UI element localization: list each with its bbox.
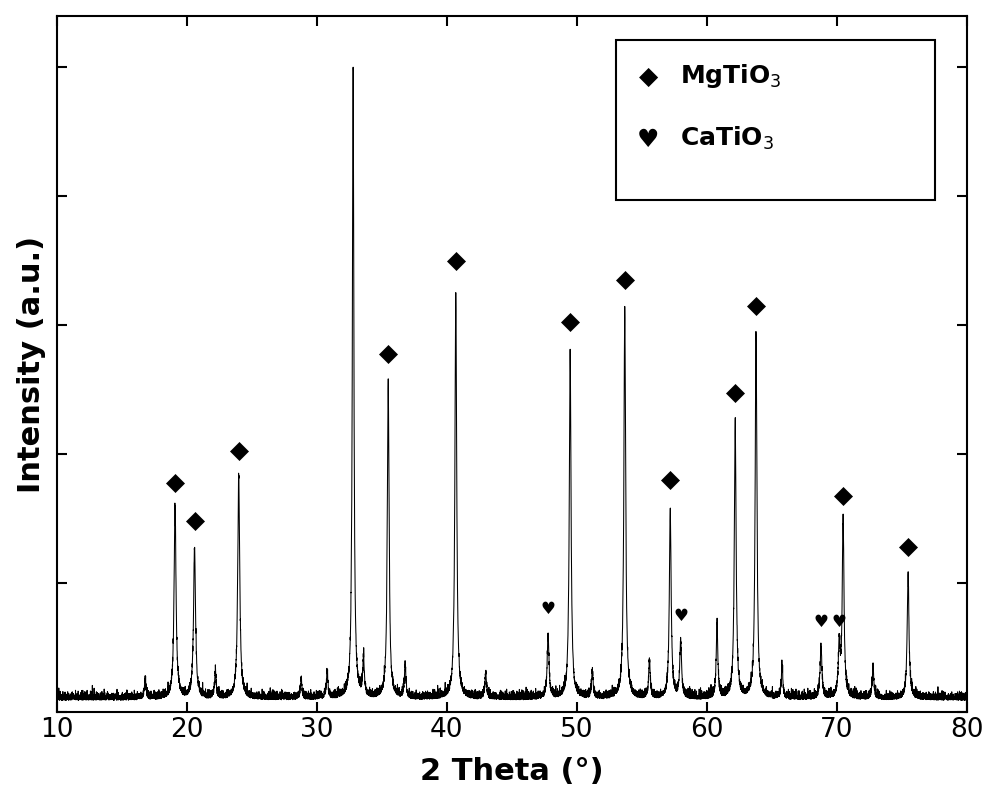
Text: ♥: ♥: [832, 613, 847, 630]
Text: ◆: ◆: [639, 65, 658, 89]
Text: ♥: ♥: [637, 128, 659, 152]
Text: ♥: ♥: [673, 606, 688, 624]
Text: ♥: ♥: [814, 613, 828, 630]
Text: CaTiO$_3$: CaTiO$_3$: [680, 124, 774, 152]
Y-axis label: Intensity (a.u.): Intensity (a.u.): [17, 236, 46, 492]
X-axis label: 2 Theta (°): 2 Theta (°): [420, 756, 603, 785]
Text: MgTiO$_3$: MgTiO$_3$: [680, 62, 782, 90]
Text: ♥: ♥: [541, 600, 556, 618]
FancyBboxPatch shape: [616, 41, 935, 200]
